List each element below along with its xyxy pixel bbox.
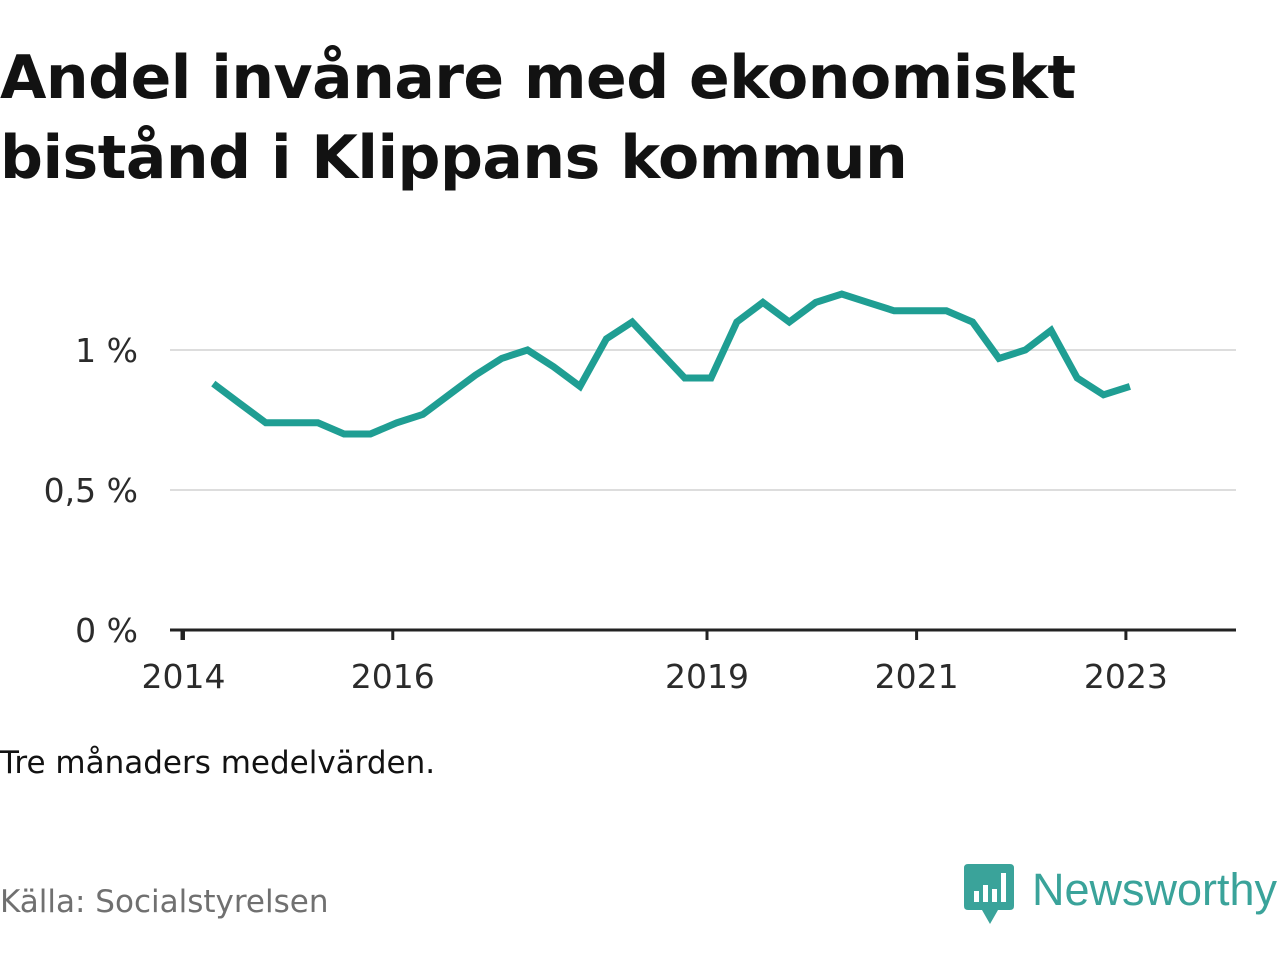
- data-point: [577, 383, 584, 390]
- data-point: [786, 319, 793, 326]
- data-point: [917, 307, 924, 314]
- y-axis-labels: 0 % 0,5 % 1 %: [44, 331, 138, 650]
- data-point: [550, 363, 557, 370]
- data-point: [393, 419, 400, 426]
- data-point: [759, 299, 766, 306]
- data-point: [1048, 327, 1055, 334]
- x-tick-label: 2021: [875, 657, 959, 696]
- x-tick-label: 2023: [1084, 657, 1168, 696]
- y-tick-label: 0,5 %: [44, 471, 138, 510]
- data-point: [838, 291, 845, 298]
- data-point: [498, 355, 505, 362]
- data-point: [289, 419, 296, 426]
- data-point: [236, 400, 243, 407]
- x-tick-label: 2016: [351, 657, 435, 696]
- data-point: [445, 391, 452, 398]
- brand-name: Newsworthy: [1032, 864, 1278, 915]
- data-point: [1100, 391, 1107, 398]
- data-point: [655, 347, 662, 354]
- chart-title: Andel invånare med ekonomiskt bistånd i …: [0, 43, 1076, 193]
- data-point: [603, 335, 610, 342]
- data-point: [314, 419, 321, 426]
- chart-note: Tre månaders medelvärden.: [0, 745, 436, 781]
- data-point: [708, 375, 715, 382]
- data-point: [1074, 375, 1081, 382]
- data-point: [341, 431, 348, 438]
- source-credit: Källa: Socialstyrelsen: [0, 884, 329, 920]
- data-point: [1022, 347, 1029, 354]
- data-point: [995, 355, 1002, 362]
- data-point: [419, 411, 426, 418]
- data-point: [812, 299, 819, 306]
- data-point: [969, 319, 976, 326]
- series-line: [211, 290, 1131, 438]
- data-point: [681, 375, 688, 382]
- y-tick-label: 1 %: [75, 331, 138, 370]
- x-axis: 2014 2016 2019 2021 2023: [141, 628, 1236, 696]
- data-point: [210, 380, 217, 387]
- data-point: [472, 372, 479, 379]
- x-tick-label: 2019: [665, 657, 749, 696]
- data-point: [629, 319, 636, 326]
- newsworthy-logo: Newsworthy: [964, 862, 1280, 928]
- data-point: [524, 347, 531, 354]
- data-point: [733, 319, 740, 326]
- data-point: [864, 299, 871, 306]
- bar-chart-speech-bubble-icon: [964, 864, 1014, 924]
- data-point: [262, 419, 269, 426]
- line-chart: 0 % 0,5 % 1 % 2014 2016 2019 2021 2023: [44, 290, 1236, 696]
- data-point: [367, 431, 374, 438]
- x-tick-label: 2014: [141, 657, 225, 696]
- y-tick-label: 0 %: [75, 611, 138, 650]
- data-point: [943, 307, 950, 314]
- series-layer: [210, 290, 1133, 438]
- data-point: [891, 307, 898, 314]
- data-point: [1126, 383, 1133, 390]
